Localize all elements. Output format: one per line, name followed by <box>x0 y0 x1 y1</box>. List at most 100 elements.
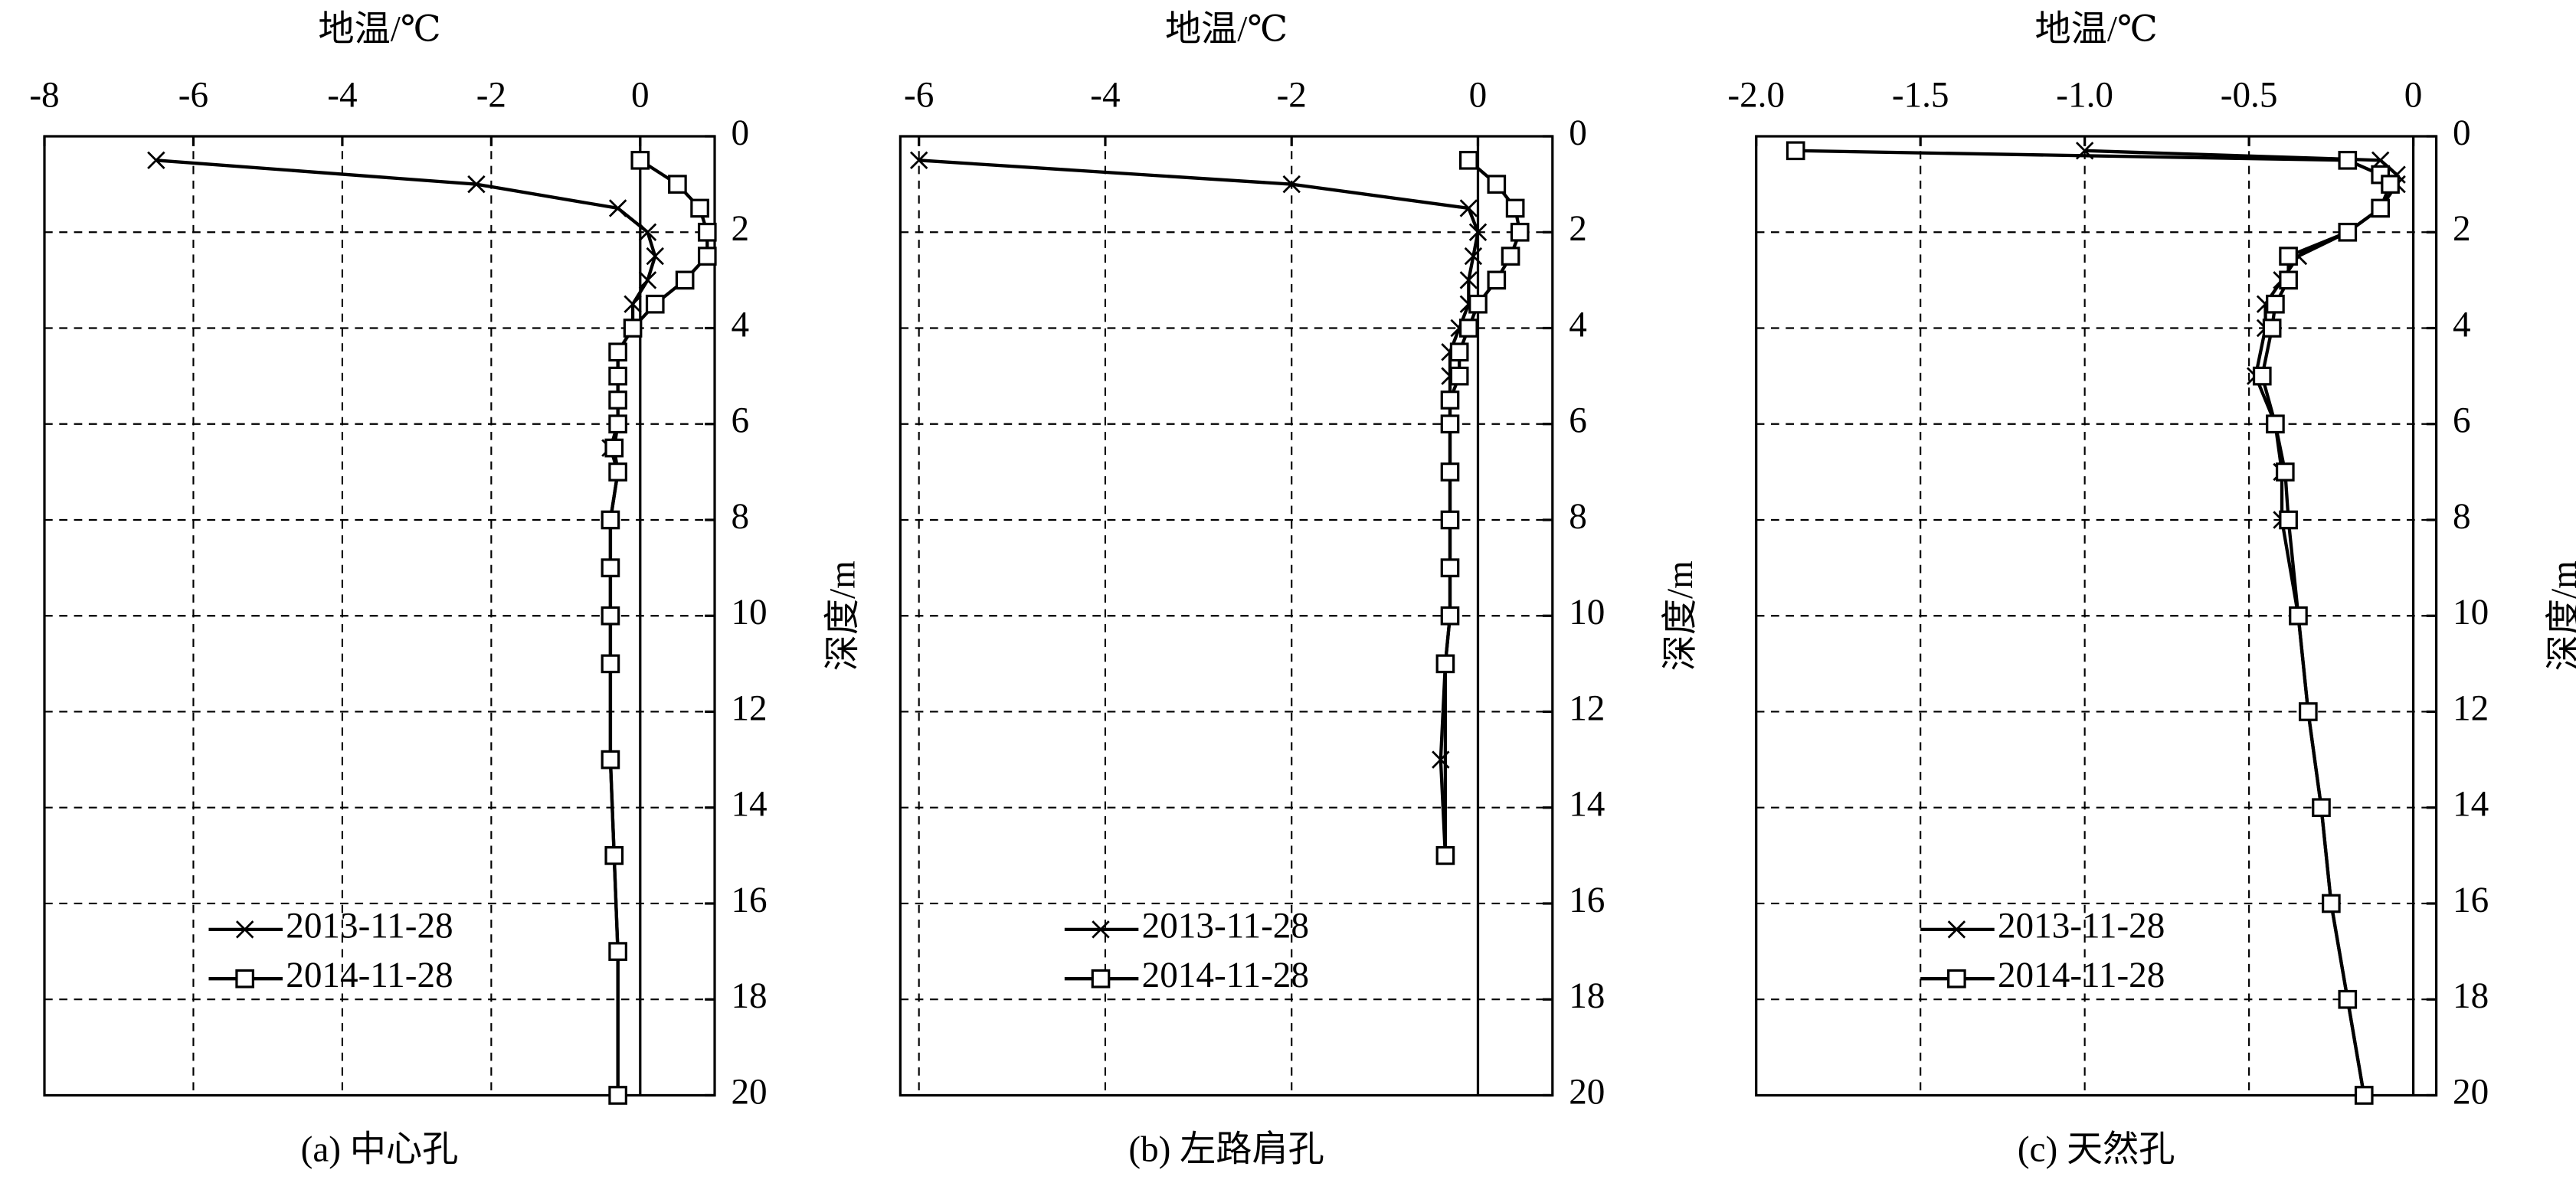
marker-square <box>1440 606 1460 626</box>
y-tick-label: 14 <box>1569 785 1605 825</box>
x-tick-label: -0.5 <box>2221 76 2278 116</box>
series-line <box>918 158 1480 856</box>
marker-square <box>608 414 627 434</box>
marker-square <box>1435 654 1455 674</box>
marker-square <box>608 391 627 410</box>
marker-square <box>630 150 650 170</box>
marker-square <box>2312 798 2331 818</box>
marker-square <box>1440 414 1460 434</box>
marker-square <box>1091 969 1111 989</box>
marker-square <box>1440 558 1460 577</box>
y-tick-label: 16 <box>1569 881 1605 920</box>
x-tick-label: -2 <box>1277 76 1307 116</box>
marker-square <box>675 270 695 290</box>
y-tick-label: 4 <box>731 305 749 345</box>
plot-frame <box>898 135 1554 1097</box>
y-tick-label: 0 <box>1569 113 1587 153</box>
legend-label: 2013-11-28 <box>286 907 453 946</box>
y-tick-label: 4 <box>1569 305 1587 345</box>
y-tick-label: 2 <box>2453 209 2471 249</box>
caption: (b) 左路肩孔 <box>1128 1129 1324 1169</box>
y-tick-label: 12 <box>731 688 767 728</box>
marker-square <box>2279 247 2298 266</box>
y-tick-label: 18 <box>1569 976 1605 1016</box>
marker-square <box>601 606 620 626</box>
x-axis-label: 地温/℃ <box>1165 10 1288 50</box>
marker-square <box>608 342 627 362</box>
marker-square <box>1440 462 1460 482</box>
y-axis-label: 深度/m <box>823 560 862 671</box>
marker-x <box>909 151 928 170</box>
marker-square <box>2279 270 2298 290</box>
marker-x <box>1092 920 1110 939</box>
marker-square <box>1440 391 1460 410</box>
marker-square <box>2266 294 2285 314</box>
legend-label: 2013-11-28 <box>1142 907 1309 946</box>
marker-square <box>2371 198 2391 218</box>
marker-square <box>2289 606 2308 626</box>
y-tick-label: 14 <box>731 785 767 825</box>
y-tick-label: 10 <box>1569 593 1605 632</box>
x-tick-label: -4 <box>327 76 357 116</box>
marker-square <box>1487 270 1507 290</box>
y-tick-label: 4 <box>2453 305 2471 345</box>
x-tick-label: -4 <box>1090 76 1120 116</box>
marker-square <box>2298 702 2318 721</box>
marker-square <box>604 846 624 865</box>
y-tick-label: 12 <box>2453 688 2489 728</box>
y-axis-label: 深度/m <box>1661 560 1700 671</box>
marker-square <box>645 294 665 314</box>
series-line <box>608 158 709 1096</box>
y-tick-label: 10 <box>731 593 767 632</box>
marker-x <box>646 247 664 266</box>
y-tick-label: 6 <box>731 401 749 441</box>
y-tick-label: 20 <box>2453 1072 2489 1112</box>
x-tick-label: 0 <box>1469 76 1488 116</box>
marker-square <box>2354 1086 2374 1105</box>
marker-square <box>1501 247 1520 266</box>
y-tick-label: 0 <box>731 113 749 153</box>
marker-square <box>2266 414 2285 434</box>
marker-square <box>2338 989 2358 1009</box>
x-tick-label: -2 <box>476 76 506 116</box>
marker-square <box>1458 150 1478 170</box>
series-line <box>2084 149 2399 1096</box>
plot-frame <box>43 135 716 1097</box>
marker-square <box>601 558 620 577</box>
marker-x <box>624 295 642 313</box>
y-tick-label: 8 <box>731 497 749 537</box>
marker-x <box>467 175 486 194</box>
legend-label: 2013-11-28 <box>1998 907 2165 946</box>
marker-square <box>2338 150 2358 170</box>
marker-square <box>668 175 687 194</box>
y-tick-label: 20 <box>731 1072 767 1112</box>
y-axis-label: 深度/m <box>2545 560 2576 671</box>
marker-square <box>601 750 620 770</box>
y-tick-label: 16 <box>2453 881 2489 920</box>
marker-square <box>608 942 627 961</box>
x-tick-label: -1.5 <box>1892 76 1949 116</box>
marker-square <box>2279 510 2298 530</box>
marker-square <box>1449 366 1469 386</box>
marker-square <box>1440 510 1460 530</box>
marker-square <box>1487 175 1507 194</box>
y-tick-label: 6 <box>1569 401 1587 441</box>
marker-square <box>608 1086 627 1105</box>
marker-x <box>1282 175 1301 194</box>
marker-square <box>690 198 709 218</box>
y-tick-label: 10 <box>2453 593 2489 632</box>
marker-square <box>2322 894 2341 913</box>
marker-x <box>235 920 254 939</box>
marker-x <box>147 151 165 170</box>
x-tick-label: -6 <box>904 76 934 116</box>
y-tick-label: 8 <box>2453 497 2471 537</box>
marker-square <box>235 969 254 989</box>
marker-square <box>2381 175 2400 194</box>
marker-square <box>1468 294 1488 314</box>
y-tick-label: 6 <box>2453 401 2471 441</box>
marker-square <box>697 247 717 266</box>
marker-square <box>601 654 620 674</box>
y-tick-label: 12 <box>1569 688 1605 728</box>
marker-x <box>638 271 657 289</box>
marker-square <box>1458 319 1478 338</box>
